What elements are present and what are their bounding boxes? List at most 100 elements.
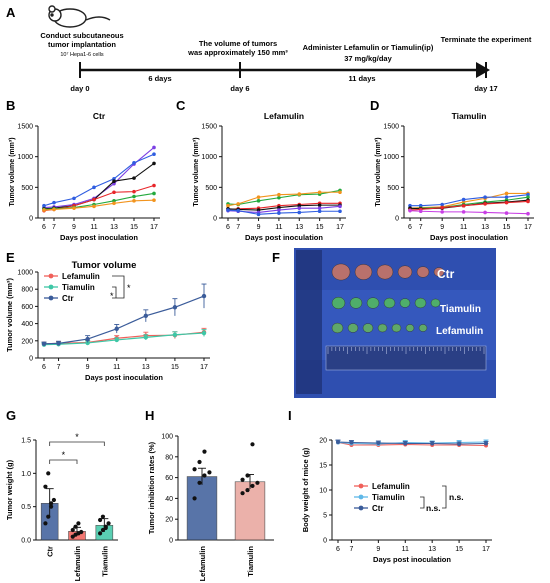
data-point [277, 208, 281, 212]
legend-label: Lefamulin [62, 272, 100, 281]
x-tick-label: 17 [336, 224, 344, 231]
data-point [376, 441, 381, 445]
panel-label-h: H [145, 408, 154, 423]
x-tick-label: Tiamulin [100, 546, 109, 577]
data-point [245, 473, 250, 478]
tumor-sample [331, 322, 344, 334]
chart-h: 0 20 40 60 80 100 Tumor inhibition rates (%) Le… [147, 434, 274, 582]
data-point [152, 145, 156, 150]
legend-swatch-dot [358, 483, 364, 489]
timeline-day17: day 17 [474, 84, 497, 93]
tumor-sample [433, 267, 445, 277]
x-tick-label: Lefamulin [73, 546, 82, 582]
chart-d: 0 500 1000 1500 6 7 9 11 13 15 17 Tiamulin Days post… [375, 111, 534, 242]
data-point [92, 185, 96, 190]
data-point [42, 208, 46, 212]
y-tick-label: 1000 [201, 154, 217, 161]
data-point [408, 208, 412, 213]
data-point [132, 189, 136, 194]
significance-mark: n.s. [449, 492, 464, 502]
data-point [197, 480, 202, 485]
data-point [201, 330, 207, 336]
data-point [172, 332, 178, 337]
data-point [79, 529, 84, 535]
x-tick-label: 11 [275, 224, 282, 231]
data-point [403, 441, 408, 446]
series-line [43, 147, 155, 209]
data-point [349, 440, 354, 445]
y-axis-label: Tumor volume (mm³) [375, 137, 382, 206]
data-point [483, 210, 487, 215]
data-point [51, 497, 57, 503]
data-point [143, 313, 149, 319]
data-point [317, 203, 322, 207]
x-tick-label: 15 [171, 364, 179, 371]
x-tick-label: Lefamulin [198, 546, 207, 582]
data-point [132, 176, 136, 180]
data-point [132, 161, 136, 165]
ruler-ticks [327, 347, 485, 354]
data-point [483, 202, 487, 206]
panel-label-f: F [272, 250, 280, 265]
x-axis-label: Days post inoculation [430, 233, 508, 242]
legend-label: Tiamulin [372, 493, 405, 502]
y-axis-label: Body weight of mice (g) [301, 447, 310, 532]
y-tick-label: 20 [165, 517, 173, 524]
data-point [172, 305, 178, 310]
y-tick-label: 500 [387, 185, 399, 192]
tumor-sample [349, 297, 363, 309]
data-point [52, 207, 56, 212]
y-tick-label: 1.0 [21, 471, 31, 478]
x-tick-label: 17 [524, 224, 532, 231]
y-tick-label: 0 [395, 216, 399, 223]
data-point [317, 209, 322, 214]
series-2 [41, 283, 207, 347]
x-tick-label: Tiamulin [246, 546, 255, 577]
data-point [430, 441, 435, 446]
chart-c: 0 500 1000 1500 6 7 9 11 13 15 17 Lefamulin Days pos… [193, 111, 346, 242]
data-point [112, 190, 116, 195]
series-line [227, 209, 340, 215]
data-point [504, 191, 509, 196]
tumor-sample [347, 323, 359, 333]
tumor-sample [391, 323, 402, 333]
significance-bracket [49, 459, 78, 464]
y-tick-label: 0.5 [21, 504, 31, 511]
data-point [236, 208, 240, 213]
data-point [250, 442, 255, 447]
y-tick-label: 0 [29, 216, 33, 223]
significance-mark: * [62, 450, 66, 460]
y-tick-label: 1.5 [21, 438, 31, 445]
x-tick-label: 7 [52, 224, 56, 231]
data-point [461, 197, 466, 202]
significance-mark: * [127, 283, 131, 293]
x-tick-label: 15 [503, 224, 511, 231]
data-point [112, 201, 116, 206]
data-point [277, 211, 281, 215]
legend-swatch-dot [48, 273, 54, 279]
panel-label-e: E [6, 250, 15, 265]
data-point [226, 203, 230, 208]
y-tick-label: 500 [21, 185, 33, 192]
y-tick-label: 0 [213, 216, 217, 223]
y-tick-label: 0 [169, 538, 173, 545]
tumor-sample [362, 323, 374, 333]
data-point [152, 152, 156, 157]
panel-label-c: C [176, 98, 186, 113]
data-point [440, 202, 444, 207]
x-tick-label: 6 [336, 546, 340, 553]
timeline-step3-line2: 37 mg/kg/day [344, 54, 392, 63]
data-point [92, 204, 96, 209]
legend-swatch-dot [358, 494, 364, 500]
data-point [256, 195, 261, 199]
x-tick-label: 6 [226, 224, 230, 231]
significance-mark: n.s. [426, 503, 441, 513]
legend-swatch-dot [48, 295, 54, 301]
tumor-sample [376, 264, 394, 280]
significance-bracket [112, 286, 117, 298]
legend: Lefamulin Tiamulin Ctr [354, 482, 410, 513]
chart-e: 0 200 400 600 800 1000 6 7 9 11 13 15 17 Tumor volume… [5, 260, 210, 382]
x-tick-label: 11 [113, 364, 120, 371]
tumor-sample [405, 324, 415, 332]
x-tick-label: 11 [90, 224, 97, 231]
